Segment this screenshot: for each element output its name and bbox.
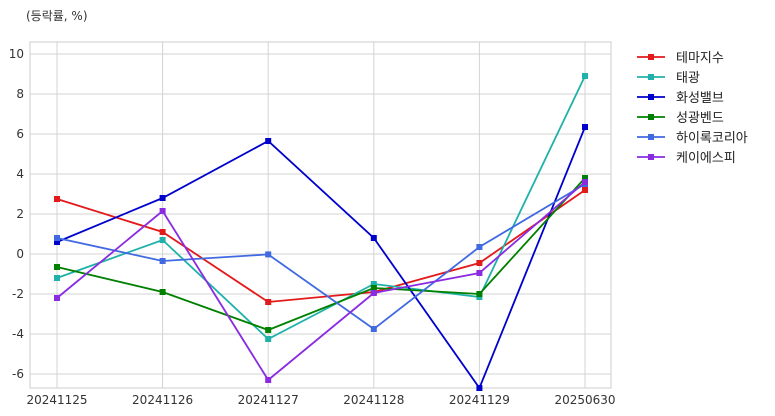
legend-marker [648, 94, 654, 100]
legend-label: 테마지수 [676, 51, 724, 66]
series-point [159, 208, 166, 214]
series-point [582, 179, 588, 185]
grid [30, 42, 611, 388]
series-line [56, 75, 586, 341]
legend-label: 태광 [676, 71, 700, 86]
legend-marker [648, 74, 654, 80]
y-tick-label: 4 [16, 167, 24, 181]
series-point [476, 291, 483, 297]
x-tick-label: 20241126 [132, 393, 193, 407]
series-point [159, 195, 166, 201]
y-tick-label: 0 [16, 247, 24, 261]
series-point [476, 385, 483, 391]
series-point [265, 327, 272, 333]
y-tick-label: 2 [16, 207, 24, 221]
legend-label: 케이에스피 [676, 151, 736, 166]
series-point [265, 299, 272, 305]
series-point [370, 290, 377, 296]
series-point [582, 124, 588, 130]
legend-marker [648, 134, 654, 140]
x-tick-label: 20241128 [343, 393, 404, 407]
legend-marker [648, 154, 654, 160]
series-line [56, 177, 586, 331]
series-point [265, 336, 272, 342]
series-point [265, 138, 272, 144]
y-tick-label: 10 [9, 47, 24, 61]
series-line [56, 181, 586, 382]
legend-marker [648, 114, 654, 120]
x-axis-ticks: 20241125 20241126 20241127 20241128 20241129… [26, 393, 615, 407]
series-point [265, 251, 272, 258]
legend-marker [648, 54, 654, 60]
plot-area [29, 41, 612, 389]
series-point [582, 73, 588, 79]
series-point [476, 260, 483, 266]
y-tick-label: 8 [16, 87, 24, 101]
y-tick-label: -6 [12, 367, 24, 381]
legend-label: 하이록코리아 [676, 131, 748, 146]
y-tick-label: -2 [12, 287, 24, 301]
y-tick-label: -4 [12, 327, 24, 341]
series-point [54, 235, 60, 241]
series-point [370, 281, 377, 287]
series-point [582, 175, 588, 181]
y-tick-label: 6 [16, 127, 24, 141]
series-point [54, 239, 60, 245]
series-point [476, 270, 483, 276]
series-point [265, 377, 272, 383]
x-tick-label: 20241125 [26, 393, 87, 407]
x-tick-label: 20241129 [449, 393, 510, 407]
series-point [370, 235, 377, 241]
series-point [54, 275, 60, 281]
series-point [370, 285, 377, 291]
series-point [159, 237, 166, 243]
series-point [476, 244, 483, 250]
series-point [370, 326, 377, 332]
series-point [159, 289, 166, 295]
x-tick-label: 20241127 [238, 393, 299, 407]
series-lines [54, 73, 588, 391]
series-line [56, 126, 586, 390]
unit-label: (등락률, %) [26, 9, 88, 23]
series-point [54, 196, 60, 202]
series-point [159, 258, 166, 264]
series-point [54, 264, 60, 270]
series-point [582, 187, 588, 193]
legend-label: 성광벤드 [676, 111, 724, 126]
series-point [159, 229, 166, 235]
y-axis-ticks: -6 -4 -2 0 2 4 6 8 10 [9, 47, 24, 381]
x-tick-label: 20250630 [554, 393, 615, 407]
series-line [56, 183, 586, 331]
series-point [54, 295, 60, 301]
legend-label: 화성밸브 [676, 91, 724, 106]
